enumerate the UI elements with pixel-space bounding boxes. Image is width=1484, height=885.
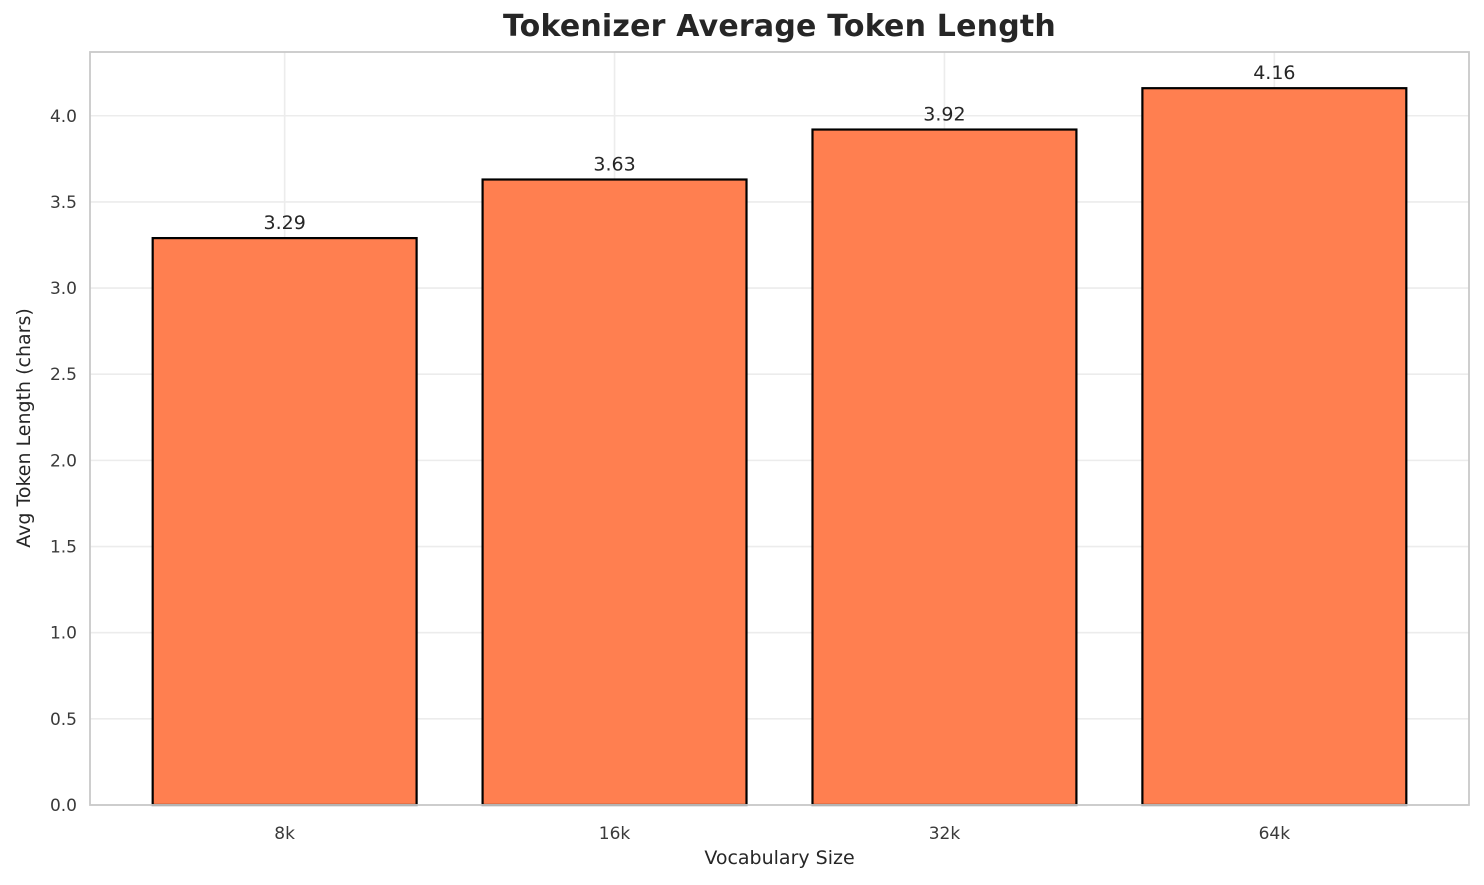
- y-tick-label-4.0: 4.0: [50, 107, 77, 127]
- x-tick-label-16k: 16k: [599, 824, 631, 844]
- x-tick-label-64k: 64k: [1259, 824, 1291, 844]
- bar-value-label-64k: 4.16: [1253, 62, 1295, 84]
- bar-value-label-16k: 3.63: [593, 154, 635, 176]
- chart-title: Tokenizer Average Token Length: [502, 9, 1056, 44]
- y-tick-label-0.0: 0.0: [50, 796, 77, 816]
- bar-64k: [1141, 87, 1408, 807]
- bar-32k: [811, 128, 1078, 807]
- y-axis-label: Avg Token Length (chars): [13, 308, 35, 548]
- plot-border: [89, 51, 1470, 806]
- y-tick-label-1.0: 1.0: [50, 624, 77, 644]
- y-tick-label-3.0: 3.0: [50, 279, 77, 299]
- x-tick-label-8k: 8k: [274, 824, 295, 844]
- y-tick-label-1.5: 1.5: [50, 538, 77, 558]
- x-axis-label: Vocabulary Size: [704, 847, 855, 869]
- y-tick-label-3.5: 3.5: [50, 193, 77, 213]
- bar-16k: [481, 178, 748, 807]
- bar-8k: [151, 236, 418, 807]
- y-tick-label-2.0: 2.0: [50, 451, 77, 471]
- y-tick-label-0.5: 0.5: [50, 710, 77, 730]
- bar-value-label-32k: 3.92: [923, 104, 965, 126]
- y-tick-label-2.5: 2.5: [50, 365, 77, 385]
- bar-value-label-8k: 3.29: [263, 212, 305, 234]
- x-tick-label-32k: 32k: [929, 824, 961, 844]
